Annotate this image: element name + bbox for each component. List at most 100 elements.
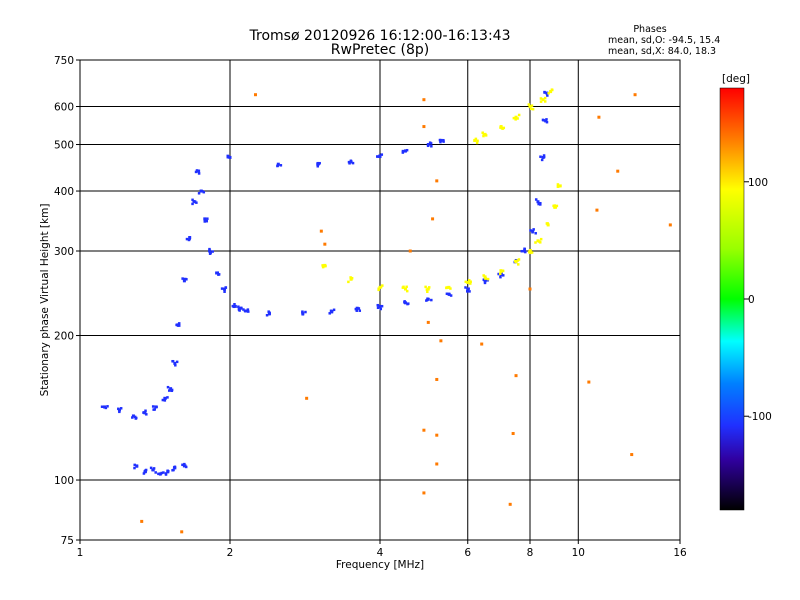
data-point	[425, 297, 433, 302]
chart-subtitle: RwPretec (8p)	[331, 42, 429, 58]
data-point	[100, 405, 109, 410]
data-point	[552, 204, 559, 209]
colorbar-ticks: 100 0 -100	[744, 177, 772, 423]
data-point	[511, 432, 515, 436]
y-tick-label: 500	[54, 140, 74, 152]
data-point	[587, 380, 591, 384]
x-tick-label: 10	[572, 547, 585, 559]
data-point	[439, 339, 443, 343]
data-point	[181, 462, 188, 469]
data-point	[616, 169, 620, 173]
data-point	[191, 198, 198, 206]
x-tick-label: 8	[527, 547, 534, 559]
data-point	[539, 96, 547, 103]
data-point	[347, 276, 354, 284]
y-tick-label: 600	[54, 102, 74, 114]
chart-title: Tromsø 20120926 16:12:00-16:13:43	[249, 28, 511, 44]
data-point	[253, 93, 257, 97]
data-point	[534, 198, 542, 206]
data-point	[529, 228, 537, 235]
data-point	[408, 249, 412, 253]
data-point	[301, 310, 307, 316]
data-point	[226, 154, 232, 159]
data-point	[597, 115, 601, 119]
data-point	[164, 469, 170, 476]
data-point	[319, 229, 323, 233]
data-point	[668, 223, 672, 227]
y-tick-label: 300	[54, 246, 74, 258]
data-point	[480, 342, 484, 346]
data-point	[180, 530, 184, 534]
data-point	[161, 396, 169, 402]
x-tick-label: 1	[77, 547, 84, 559]
data-point	[171, 359, 179, 367]
y-tick-label: 75	[61, 535, 74, 547]
x-ticks: 1 2 4 6 8 10 16	[77, 540, 687, 559]
x-tick-label: 16	[673, 547, 687, 559]
data-point	[508, 502, 512, 506]
data-point	[151, 405, 158, 411]
data-point	[498, 269, 505, 276]
data-point	[595, 208, 599, 212]
grid	[80, 60, 680, 540]
y-axis-label: Stationary phase Virtual Height [km]	[39, 204, 51, 397]
data-point	[541, 118, 549, 124]
colorbar-tick-label: 0	[748, 294, 755, 306]
data-point	[431, 217, 435, 221]
data-point	[514, 374, 518, 378]
data-point	[435, 462, 439, 466]
data-point	[157, 471, 165, 476]
data-point	[377, 284, 384, 292]
colorbar-tick-label: -100	[748, 411, 772, 423]
data-point	[445, 292, 453, 297]
data-point	[464, 279, 472, 285]
data-point	[401, 285, 409, 293]
data-point	[208, 247, 214, 255]
data-point	[220, 286, 228, 293]
data-point	[422, 125, 426, 129]
data-point	[499, 125, 506, 130]
data-point	[316, 161, 321, 168]
colorbar-tick-label: 100	[748, 177, 768, 189]
data-point	[242, 308, 250, 313]
data-point	[520, 247, 527, 254]
data-point	[547, 88, 554, 95]
data-point	[464, 286, 471, 293]
data-point	[422, 98, 426, 102]
colorbar	[719, 87, 745, 511]
data-point	[534, 237, 543, 244]
data-point	[422, 428, 426, 432]
y-ticks: 75 100 200 300 400 500 600 750	[54, 55, 80, 547]
y-tick-label: 200	[54, 331, 74, 343]
phase-stats-o: mean, sd,O: -94.5, 15.4	[608, 35, 720, 46]
data-point	[435, 179, 439, 183]
y-tick-label: 100	[54, 475, 74, 487]
phase-stats-x: mean, sd,X: 84.0, 18.3	[608, 46, 716, 57]
data-point	[545, 222, 550, 227]
data-point	[556, 183, 562, 188]
data-point	[435, 377, 439, 381]
data-point	[215, 271, 221, 276]
data-point	[194, 169, 201, 175]
data-points	[100, 88, 672, 534]
data-point	[140, 519, 144, 523]
data-point	[265, 310, 271, 317]
data-point	[347, 159, 355, 165]
data-point	[424, 285, 431, 294]
data-point	[133, 463, 139, 470]
data-point	[181, 277, 188, 283]
data-point	[237, 306, 243, 312]
data-point	[231, 303, 240, 309]
x-axis-label: Frequency [MHz]	[336, 559, 424, 571]
data-point	[203, 217, 209, 223]
data-point	[482, 274, 490, 281]
data-point	[185, 236, 192, 242]
x-tick-label: 6	[464, 547, 471, 559]
data-point	[401, 148, 409, 154]
data-point	[403, 300, 410, 306]
data-point	[323, 242, 327, 246]
data-point	[435, 433, 439, 437]
data-point	[528, 287, 532, 291]
data-point	[543, 90, 549, 97]
